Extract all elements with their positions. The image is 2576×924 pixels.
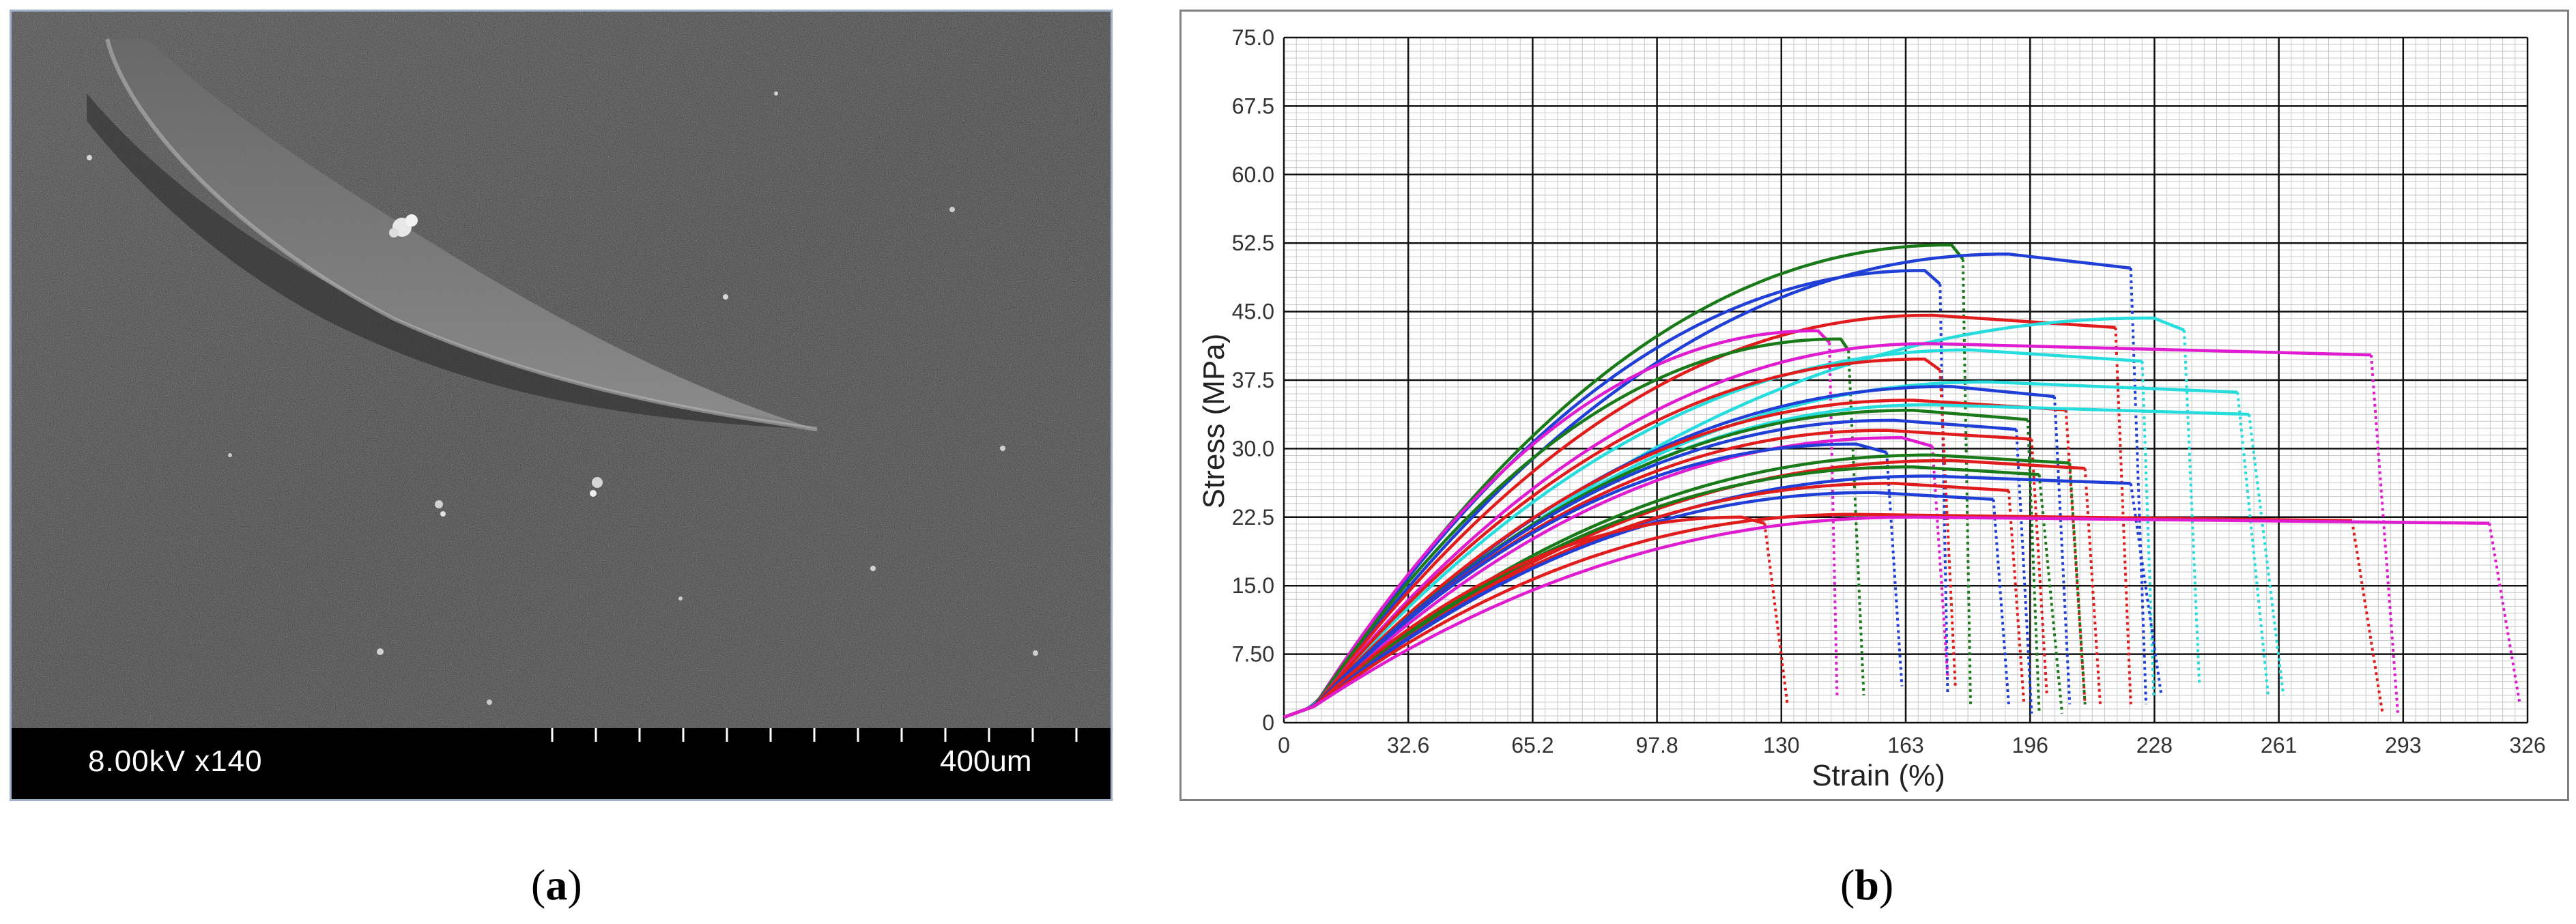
panel-letter-a: a xyxy=(545,861,568,909)
series-curve xyxy=(1283,313,2116,719)
y-tick-label: 37.5 xyxy=(1232,368,1274,392)
x-tick-label: 261 xyxy=(2261,733,2297,757)
x-tick-label: 293 xyxy=(2385,733,2421,757)
series-curve xyxy=(1283,512,2352,719)
y-tick-label: 30.0 xyxy=(1232,436,1274,461)
x-tick-label: 228 xyxy=(2136,733,2173,757)
x-axis-label: Strain (%) xyxy=(1812,759,1945,792)
series-break-line xyxy=(2114,327,2132,705)
series-break-line xyxy=(2129,483,2163,696)
y-tick-label: 52.5 xyxy=(1232,231,1274,255)
series-curve xyxy=(1283,269,1941,719)
series-break-line xyxy=(2083,468,2102,705)
series-curve xyxy=(1283,442,1887,719)
series-break-line xyxy=(2053,396,2072,705)
series-curve xyxy=(1283,515,1765,719)
series-break-line xyxy=(1961,259,1972,705)
sem-scale-bar xyxy=(551,728,1078,742)
series-break-line xyxy=(1938,370,1957,687)
chart-tick-labels: 0 32.6 65.2 97.8 130 163 196 228 261 293 326 0 7.50 1… xyxy=(1232,25,2546,757)
series-curve xyxy=(1283,329,1831,719)
series-curve xyxy=(1283,337,1850,719)
sem-scale-label: 400um xyxy=(940,745,1032,778)
series-break-line xyxy=(1885,452,1904,687)
series-break-line xyxy=(1763,523,1789,705)
x-tick-label: 326 xyxy=(2509,733,2545,757)
series-curve xyxy=(1283,399,2066,719)
x-tick-label: 196 xyxy=(2012,733,2048,757)
panel-label-b: (b) xyxy=(1840,861,1894,909)
stress-strain-chart: 0 32.6 65.2 97.8 130 163 196 228 261 293 326 0 7.50 1… xyxy=(1197,25,2546,792)
y-tick-label: 7.50 xyxy=(1232,642,1274,667)
series-break-line xyxy=(2007,490,2026,705)
series-break-line xyxy=(2183,330,2201,687)
series-curve xyxy=(1283,342,2371,719)
x-tick-label: 0 xyxy=(1278,733,1290,757)
chart-series-layer xyxy=(1283,243,2521,719)
series-break-line xyxy=(1938,284,1949,695)
series-curve xyxy=(1283,348,2143,719)
series-curve xyxy=(1283,515,2490,719)
y-tick-label: 22.5 xyxy=(1232,505,1274,530)
y-tick-label: 75.0 xyxy=(1232,25,1274,50)
y-tick-label: 67.5 xyxy=(1232,93,1274,118)
series-curve xyxy=(1283,436,1933,719)
panel-label-a: (a) xyxy=(531,861,582,909)
x-tick-label: 65.2 xyxy=(1511,733,1554,757)
x-tick-label: 97.8 xyxy=(1635,733,1678,757)
sem-micrograph-image xyxy=(12,12,1111,730)
x-tick-label: 32.6 xyxy=(1387,733,1429,757)
y-tick-label: 0 xyxy=(1262,710,1274,735)
x-tick-label: 130 xyxy=(1763,733,1799,757)
series-break-line xyxy=(1992,499,2010,705)
series-break-line xyxy=(2141,361,2156,695)
sem-micrograph-panel: 8.00kV x140 400um xyxy=(10,10,1113,801)
series-break-line xyxy=(2248,414,2285,696)
panel-letter-b: b xyxy=(1855,861,1879,909)
x-tick-label: 163 xyxy=(1887,733,1923,757)
series-break-line xyxy=(2129,268,2148,705)
y-tick-label: 15.0 xyxy=(1232,573,1274,598)
series-break-line xyxy=(2369,354,2399,714)
series-curve xyxy=(1283,491,1994,719)
series-break-line xyxy=(2015,429,2033,714)
y-axis-label: Stress (MPa) xyxy=(1197,334,1231,509)
stress-strain-chart-panel: 0 32.6 65.2 97.8 130 163 196 228 261 293 326 0 7.50 1… xyxy=(1179,10,2569,801)
sem-info-bar: 8.00kV x140 400um xyxy=(12,728,1111,799)
sem-voltage-magnification: 8.00kV x140 xyxy=(88,745,263,778)
series-curve xyxy=(1283,357,1941,719)
series-curve xyxy=(1283,252,2131,719)
series-break-line xyxy=(2236,392,2270,696)
y-tick-label: 60.0 xyxy=(1232,162,1274,187)
y-tick-label: 45.0 xyxy=(1232,300,1274,324)
series-curve xyxy=(1283,465,2040,719)
series-break-line xyxy=(2350,520,2384,714)
